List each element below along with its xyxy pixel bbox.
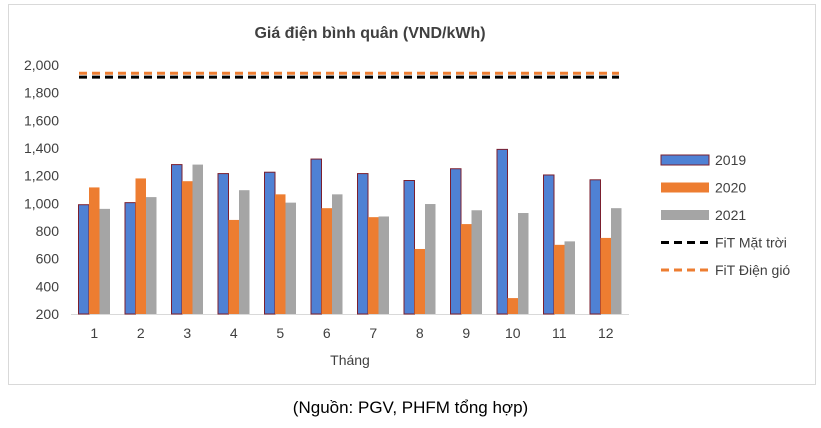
bar-2019-8 (403, 180, 415, 315)
bar-2021-9 (471, 210, 482, 314)
legend-label: 2021 (715, 207, 746, 223)
bar-2020-8 (414, 248, 425, 314)
legend-swatch-2019 (660, 154, 710, 166)
y-tick-label: 1,600 (24, 112, 59, 128)
bar-2019-3 (171, 164, 183, 315)
bar-2020-1 (89, 187, 100, 314)
bar-2021-2 (146, 197, 157, 314)
legend-swatch-2021 (661, 210, 709, 220)
bar-2021-11 (564, 241, 575, 314)
bar-2019-1 (78, 204, 90, 315)
y-tick-label: 2,000 (24, 57, 59, 73)
bar-2021-3 (192, 164, 203, 314)
bar-2020-2 (135, 178, 146, 314)
x-tick-label: 5 (276, 325, 284, 341)
bar-2021-6 (332, 194, 343, 314)
x-tick-label: 11 (552, 325, 567, 341)
x-tick-label: 12 (598, 325, 614, 341)
bar-2020-10 (507, 298, 518, 314)
y-tick-label: 1,200 (24, 168, 59, 184)
bar-2019-12 (589, 179, 601, 315)
x-axis-title: Tháng (330, 352, 370, 368)
x-tick-label: 10 (505, 325, 521, 341)
y-tick-label: 1,000 (24, 195, 59, 211)
bar-2020-3 (182, 181, 193, 314)
bar-2020-6 (321, 208, 332, 314)
legend-label: FiT Mặt trời (715, 235, 787, 251)
chart-svg: Giá điện bình quân (VND/kWh) 200 400 600 800… (24, 25, 790, 368)
chart-frame: Giá điện bình quân (VND/kWh) 200 400 600 800… (8, 4, 816, 385)
y-tick-label: 800 (36, 223, 60, 239)
bar-2021-12 (611, 208, 622, 314)
bar-2020-7 (368, 217, 379, 314)
bar-2019-7 (357, 173, 369, 315)
bar-2020-11 (554, 244, 565, 314)
x-tick-label: 4 (230, 325, 238, 341)
legend-label: FiT Điện gió (715, 262, 790, 278)
x-tick-label: 9 (462, 325, 470, 341)
bar-2020-4 (228, 219, 239, 314)
bar-2021-1 (99, 208, 110, 314)
bar-2020-12 (600, 237, 611, 314)
y-tick-label: 200 (36, 306, 60, 322)
y-tick-label: 1,800 (24, 85, 59, 101)
bar-2019-2 (124, 202, 136, 315)
bar-2019-5 (264, 171, 276, 315)
bar-2019-4 (217, 173, 229, 315)
bar-2019-9 (450, 168, 462, 315)
bar-2019-11 (543, 174, 555, 315)
bar-2021-5 (285, 202, 296, 314)
x-tick-label: 7 (369, 325, 377, 341)
chart-title: Giá điện bình quân (VND/kWh) (254, 25, 485, 42)
source-note: (Nguồn: PGV, PHFM tổng hợp) (292, 398, 529, 417)
y-tick-label: 400 (36, 278, 60, 294)
legend-label: 2020 (715, 180, 746, 196)
legend-label: 2019 (715, 152, 746, 168)
bar-2021-4 (239, 190, 250, 314)
bar-2021-7 (378, 216, 389, 314)
x-tick-label: 2 (137, 325, 145, 341)
y-tick-label: 1,400 (24, 140, 59, 156)
bar-2021-10 (518, 213, 529, 314)
bar-2019-6 (310, 158, 322, 315)
y-tick-label: 600 (36, 251, 60, 267)
legend-swatch-2020 (661, 182, 709, 193)
x-tick-label: 6 (323, 325, 331, 341)
bar-2020-9 (461, 224, 472, 314)
bar-2020-5 (275, 194, 286, 314)
x-tick-label: 3 (183, 325, 191, 341)
bar-2019-10 (496, 148, 508, 315)
x-tick-label: 8 (416, 325, 424, 341)
x-tick-label: 1 (90, 325, 98, 341)
bar-2021-8 (425, 204, 436, 314)
